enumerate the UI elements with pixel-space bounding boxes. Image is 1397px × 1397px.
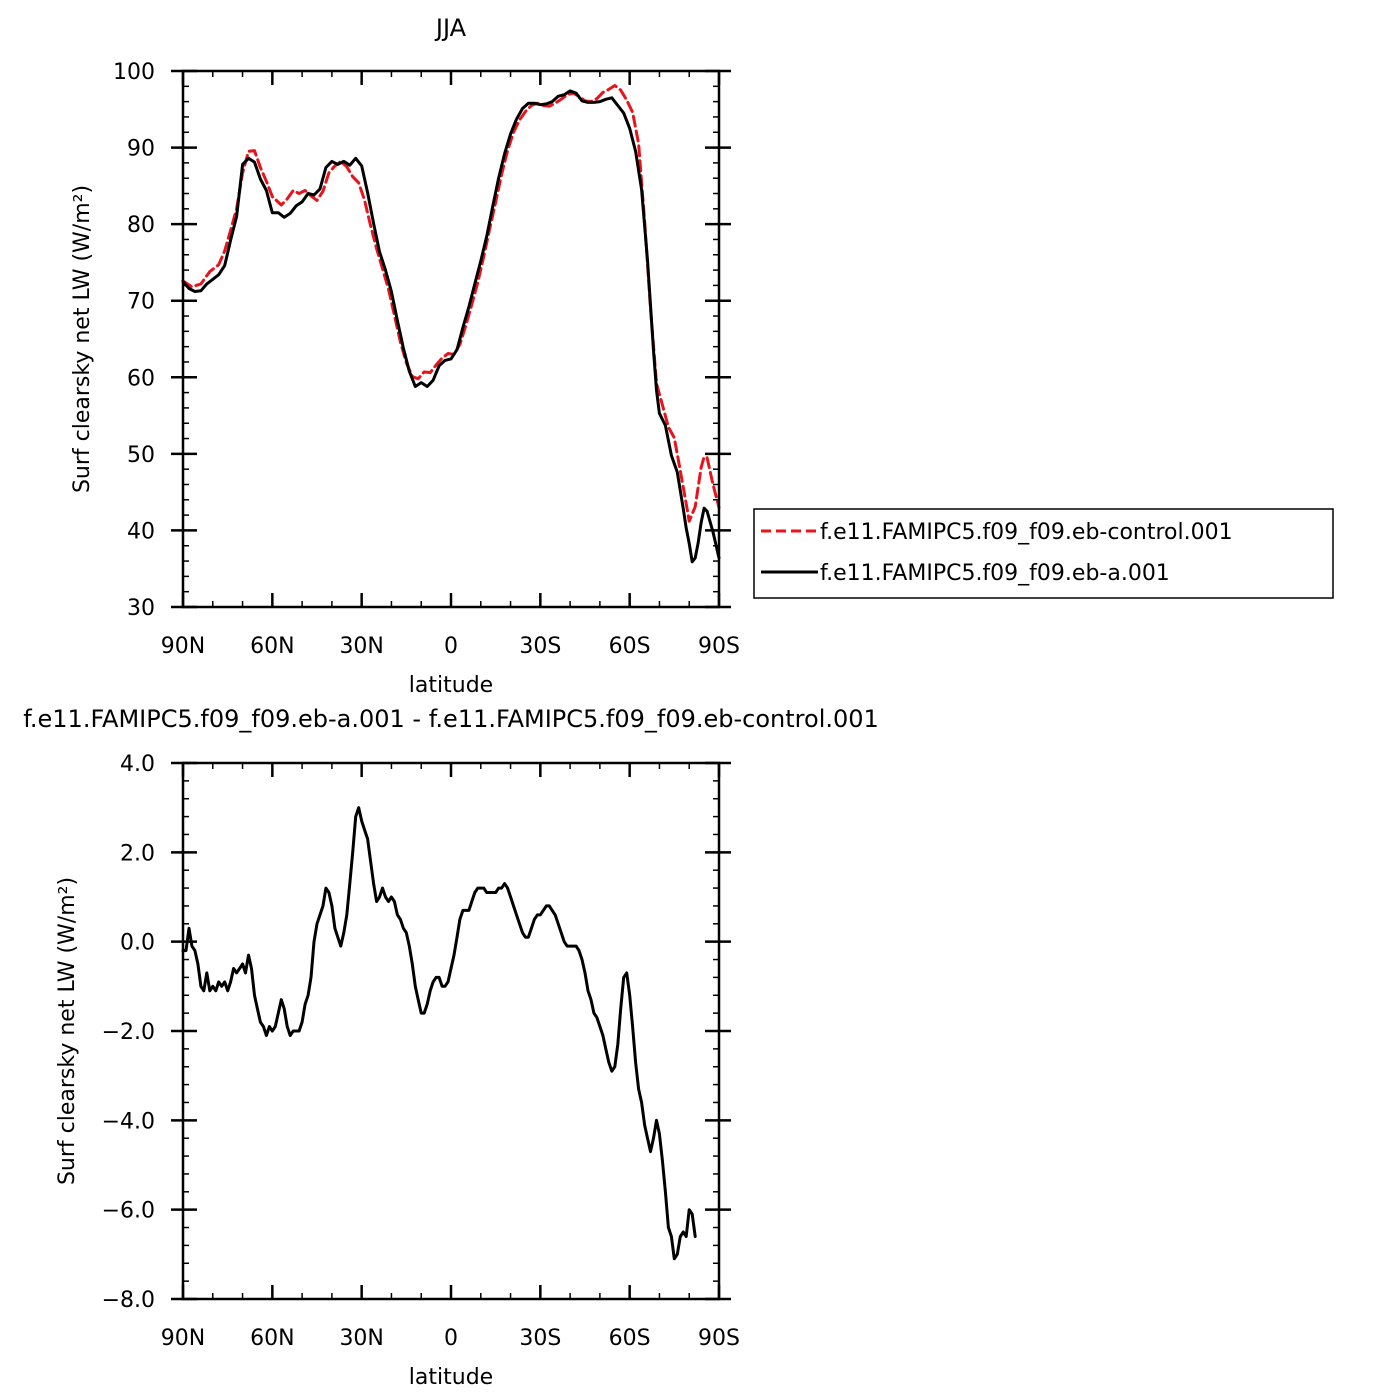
bottom-series-line-0 bbox=[181, 806, 697, 1261]
bottom-y-tick-label: 2.0 bbox=[120, 841, 155, 866]
bottom-y-axis-title: Surf clearsky net LW (W/m²) bbox=[55, 877, 80, 1185]
bottom-x-axis-title: latitude bbox=[409, 1365, 493, 1390]
top-y-tick-label: 100 bbox=[113, 60, 155, 85]
bottom-x-tick-label: 60S bbox=[609, 1326, 651, 1351]
legend-label-control: f.e11.FAMIPC5.f09_f09.eb-control.001 bbox=[820, 520, 1233, 545]
bottom-plot-area: 90N 60N 30N 0 30S 60S 90S −8.0 −6.0 −4.0 −2.0 0.0 2.… bbox=[102, 752, 740, 1351]
top-x-tick-label: 30N bbox=[339, 634, 383, 659]
bottom-y-tick-label: −2.0 bbox=[102, 1020, 155, 1045]
bottom-plot-frame bbox=[181, 761, 721, 1301]
top-x-tick-label: 90S bbox=[698, 634, 740, 659]
top-x-tick-label: 30S bbox=[519, 634, 561, 659]
top-x-tick-label: 60S bbox=[609, 634, 651, 659]
top-y-tick-label: 60 bbox=[127, 366, 155, 391]
top-y-tick-label: 70 bbox=[127, 290, 155, 315]
bottom-chart: f.e11.FAMIPC5.f09_f09.eb-a.001 - f.e11.F… bbox=[23, 705, 879, 1390]
legend: f.e11.FAMIPC5.f09_f09.eb-control.001 f.e… bbox=[753, 508, 1334, 599]
top-series-line-0 bbox=[181, 84, 721, 523]
top-y-tick-label: 50 bbox=[127, 443, 155, 468]
bottom-y-tick-label: −8.0 bbox=[102, 1288, 155, 1313]
top-y-tick-label: 40 bbox=[127, 519, 155, 544]
top-y-tick-label: 30 bbox=[127, 596, 155, 621]
top-y-tick-label: 90 bbox=[127, 137, 155, 162]
bottom-x-tick-label: 60N bbox=[250, 1326, 294, 1351]
top-plot-area: 90N 60N 30N 0 30S 60S 90S 30 40 50 60 70 80 90 100 bbox=[113, 60, 740, 659]
top-series-line-1 bbox=[181, 89, 721, 564]
top-plot-frame bbox=[181, 69, 721, 609]
top-chart-title: JJA bbox=[434, 14, 467, 42]
bottom-x-tick-label: 0 bbox=[444, 1326, 458, 1351]
top-x-axis-title: latitude bbox=[409, 673, 493, 698]
bottom-x-tick-label: 90N bbox=[161, 1326, 205, 1351]
bottom-y-tick-label: −6.0 bbox=[102, 1199, 155, 1224]
top-chart: JJA 90N 60N 30N 0 30S 60S 90S 30 40 50 60 70 80 90 100… bbox=[70, 14, 740, 698]
bottom-y-tick-label: −4.0 bbox=[102, 1109, 155, 1134]
bottom-y-tick-label: 0.0 bbox=[120, 931, 155, 956]
top-x-tick-label: 0 bbox=[444, 634, 458, 659]
legend-box bbox=[753, 508, 1334, 599]
bottom-x-tick-label: 90S bbox=[698, 1326, 740, 1351]
top-y-axis-title: Surf clearsky net LW (W/m²) bbox=[70, 185, 95, 493]
legend-label-a: f.e11.FAMIPC5.f09_f09.eb-a.001 bbox=[820, 561, 1170, 586]
bottom-x-tick-label: 30S bbox=[519, 1326, 561, 1351]
bottom-chart-title: f.e11.FAMIPC5.f09_f09.eb-a.001 - f.e11.F… bbox=[23, 705, 879, 733]
bottom-y-tick-label: 4.0 bbox=[120, 752, 155, 777]
top-x-tick-label: 60N bbox=[250, 634, 294, 659]
top-x-tick-label: 90N bbox=[161, 634, 205, 659]
top-y-tick-label: 80 bbox=[127, 213, 155, 238]
bottom-x-tick-label: 30N bbox=[339, 1326, 383, 1351]
